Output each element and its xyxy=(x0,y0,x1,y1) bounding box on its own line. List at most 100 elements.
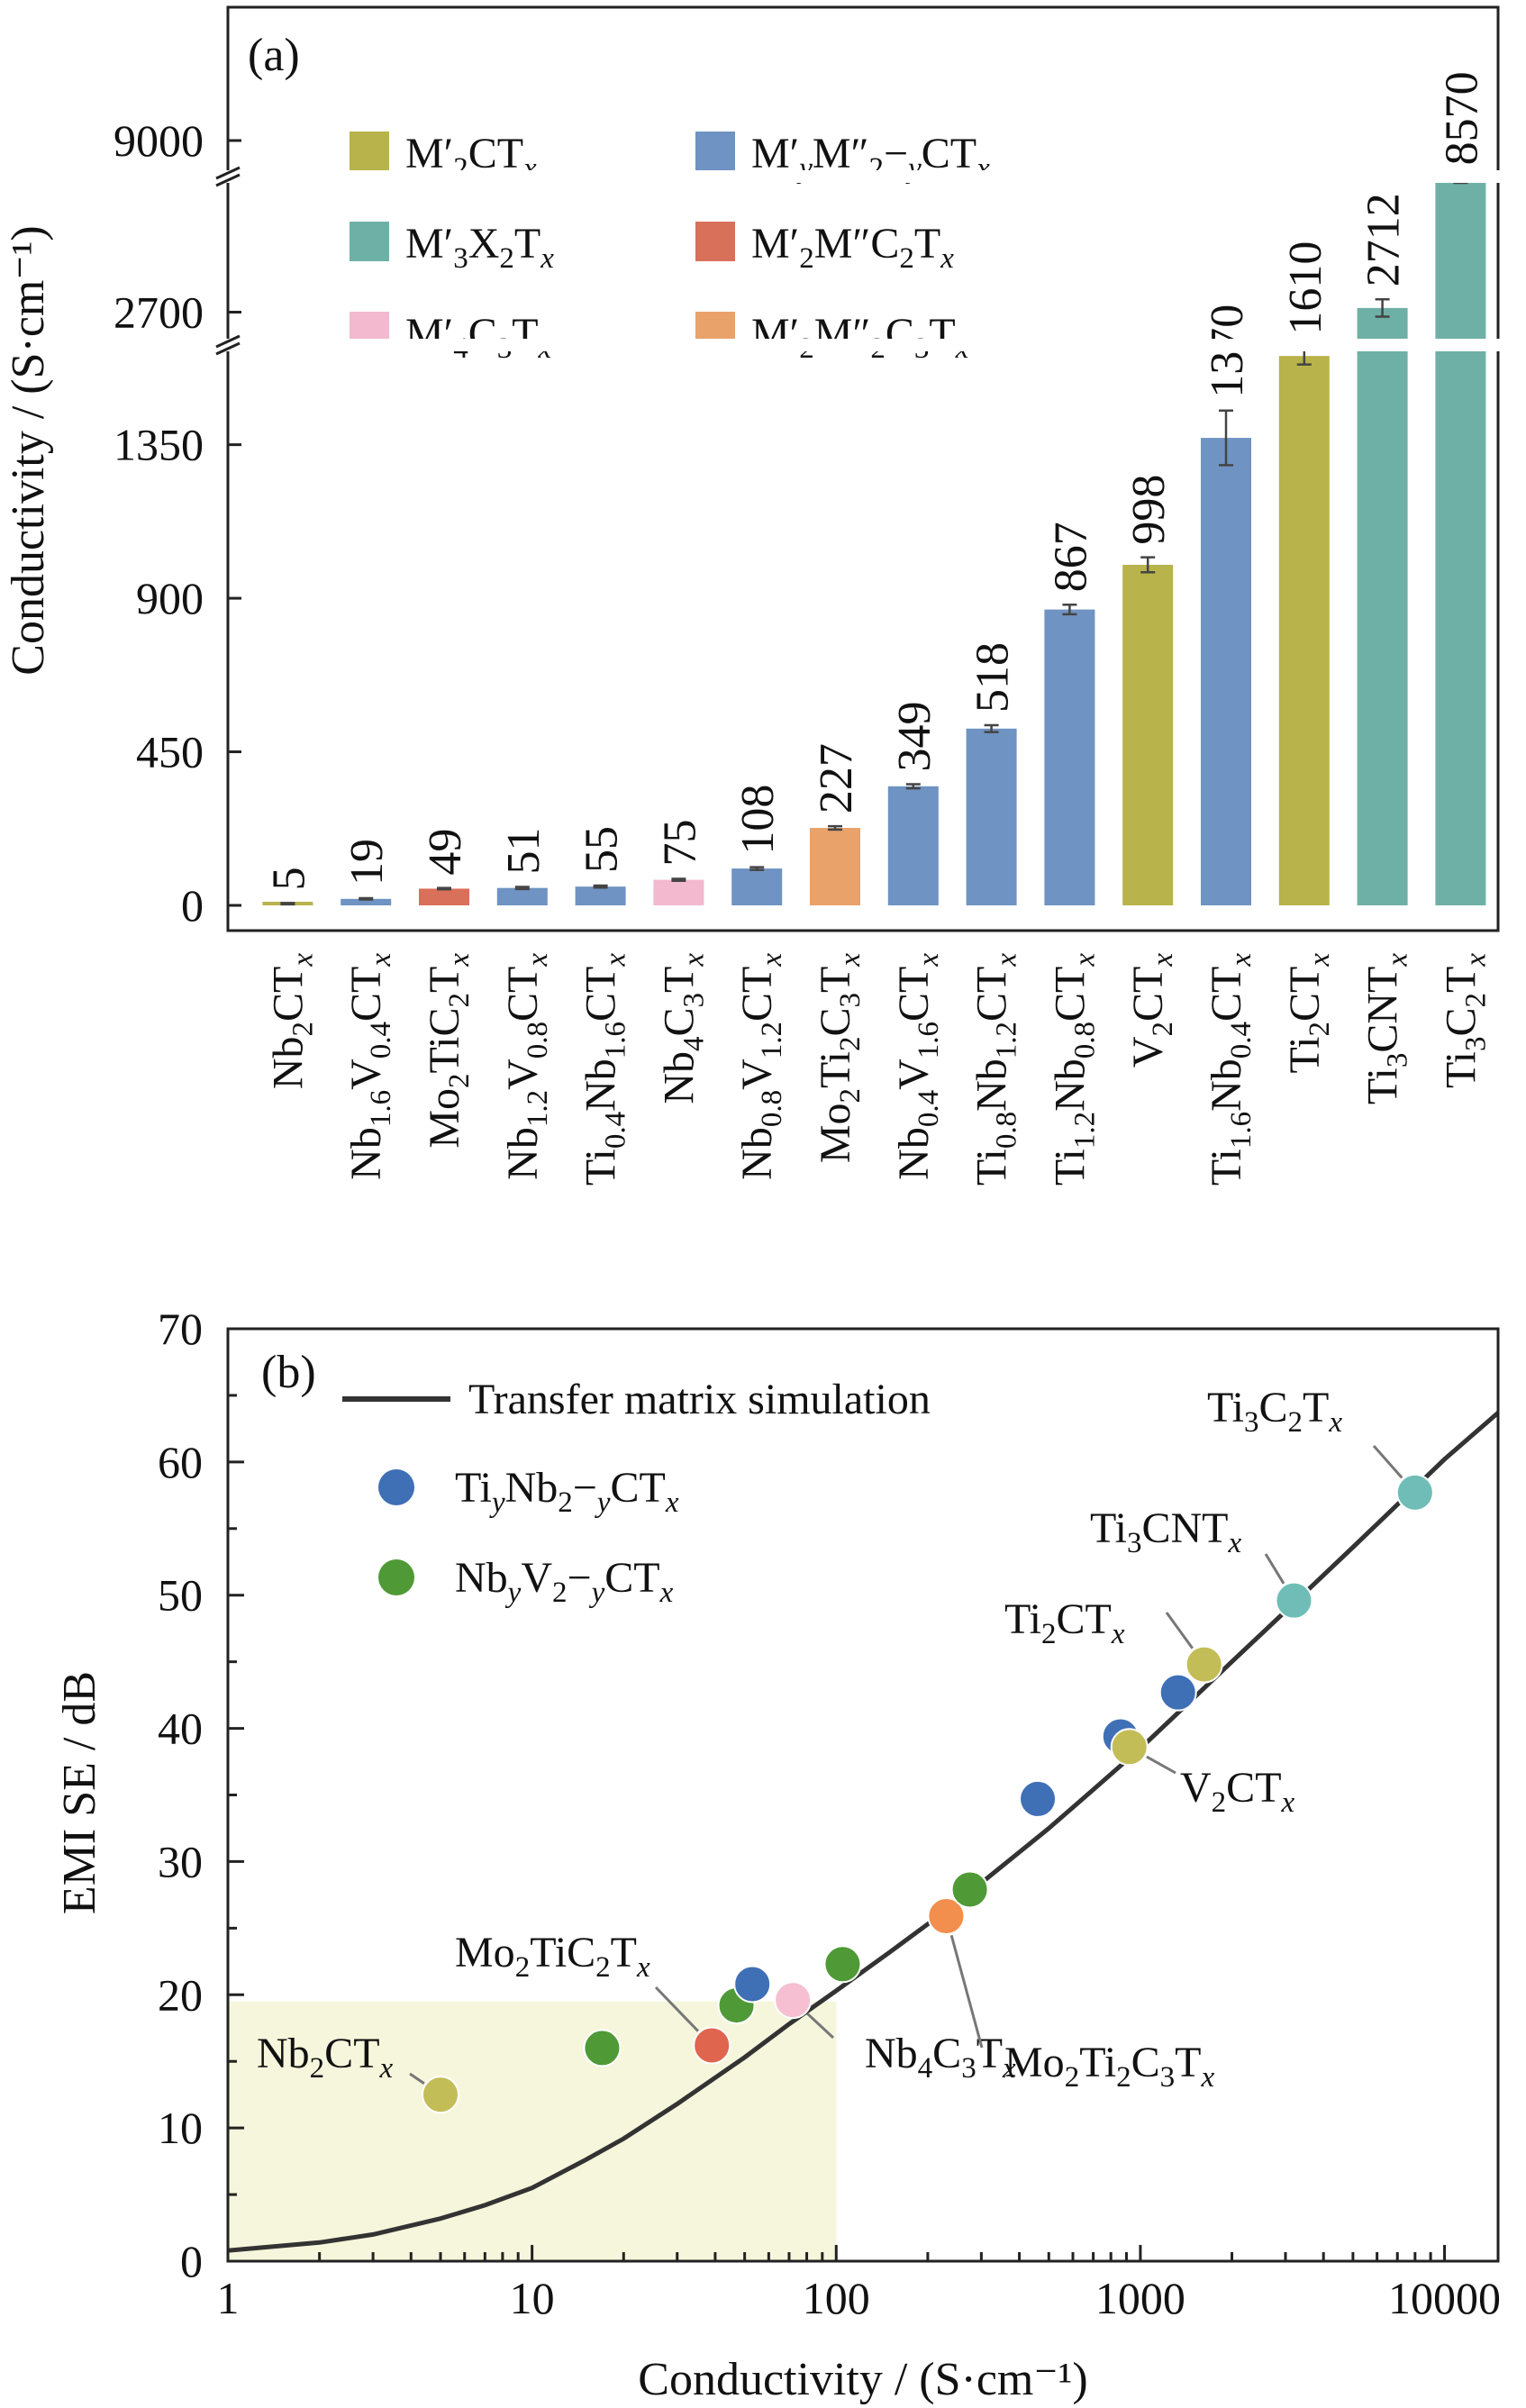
panel-b-x-axis-title: Conductivity / (S·cm⁻¹) xyxy=(638,2354,1087,2405)
category-label: Mo2Ti2C3Tx xyxy=(812,953,867,1164)
category-label: Ti0.4Nb1.6CTx xyxy=(577,953,632,1186)
data-point xyxy=(823,1945,862,1984)
bar-Mo2Ti2C3Tx xyxy=(810,828,860,905)
panel-a-y-axis: 0 450 900 1350 2700 9000 xyxy=(114,115,241,931)
annotation-label: Nb2CTx xyxy=(257,2030,394,2085)
y-tick-label: 10 xyxy=(158,2103,203,2153)
data-point xyxy=(1158,1673,1197,1712)
category-label: Nb1.6V0.4CTx xyxy=(342,953,397,1180)
annotation-label: Mo2Ti2C3Tx xyxy=(1004,2039,1215,2094)
bar-Ti0.8Nb1.2CTx xyxy=(966,728,1017,905)
value-label-55: 55 xyxy=(577,826,628,873)
panel-a-value-labels: 5194951557510822734951886799813701610271… xyxy=(263,71,1487,890)
annotation-leader xyxy=(1372,1445,1403,1479)
annotation-leader xyxy=(654,1985,700,2032)
break-gap xyxy=(216,339,1504,351)
data-point xyxy=(583,2029,622,2067)
category-label: Ti1.6Nb0.4CTx xyxy=(1203,953,1258,1186)
break-mark xyxy=(215,341,241,356)
legend-label: NbyV2−yCTx xyxy=(455,1554,674,1609)
value-label-75: 75 xyxy=(654,819,705,866)
panel-a-axis-breaks xyxy=(215,166,1504,356)
legend-swatch xyxy=(695,222,735,261)
value-label-108: 108 xyxy=(732,785,784,855)
data-point xyxy=(733,1965,772,2004)
category-label: Nb0.4V1.6CTx xyxy=(890,953,945,1180)
data-point xyxy=(421,2076,459,2114)
annotation-label: Ti3C2Tx xyxy=(1207,1384,1342,1439)
legend-label: TiyNb2−yCTx xyxy=(455,1464,679,1519)
legend-label: M′4C3Tx xyxy=(405,310,552,365)
legend-label: M′2M″C2Tx xyxy=(751,220,954,275)
annotation-label: Nb4C3Tx xyxy=(865,2030,1016,2085)
y-tick-label: 900 xyxy=(136,573,204,623)
category-label: Ti1.2Nb0.8CTx xyxy=(1046,953,1101,1186)
x-tick-label: 10000 xyxy=(1388,2273,1501,2323)
bar-Nb0.4V1.6CTx xyxy=(887,786,939,905)
data-point xyxy=(774,1981,813,2020)
category-label: Nb1.2V0.8CTx xyxy=(499,953,554,1180)
y-tick-label: 50 xyxy=(158,1570,203,1621)
category-label: Ti0.8Nb1.2CTx xyxy=(968,953,1023,1186)
value-label-49: 49 xyxy=(420,829,471,876)
x-tick-label: 1 xyxy=(217,2273,240,2323)
panel-a-bars xyxy=(262,180,1486,906)
value-label-19: 19 xyxy=(341,839,393,886)
y-tick-label: 9000 xyxy=(114,115,204,166)
category-label: Nb2CTx xyxy=(264,953,319,1090)
category-label: Ti3CNTx xyxy=(1359,953,1414,1104)
data-point xyxy=(1395,1473,1434,1512)
y-tick-label: 450 xyxy=(136,727,204,777)
value-label-5: 5 xyxy=(263,867,314,890)
panel-a-label: (a) xyxy=(248,30,300,81)
category-label: Ti2CTx xyxy=(1281,953,1336,1074)
break-mark xyxy=(215,334,241,349)
break-mark xyxy=(215,166,241,180)
panel-a-x-axis: Nb2CTx Nb1.6V0.4CTx Mo2TiC2Tx Nb1.2V0.8CTx T… xyxy=(264,953,1492,1186)
bar-Nb0.8V1.2CTx xyxy=(731,868,783,905)
value-label-2712: 2712 xyxy=(1358,193,1410,286)
legend-label: M′2M″2C3Tx xyxy=(751,310,969,365)
highlight-region xyxy=(228,2001,837,2261)
y-tick-label: 70 xyxy=(158,1304,203,1354)
bar-Ti1.6Nb0.4CTx xyxy=(1201,438,1251,905)
break-mark xyxy=(215,173,241,187)
panel-b-points xyxy=(421,1473,1434,2114)
bar-Nb4C3Tx xyxy=(653,879,704,905)
category-label: V2CTx xyxy=(1124,953,1179,1068)
annotation-label: Ti2CTx xyxy=(1004,1595,1125,1650)
panel-a-bar-chart: (a) M′2CTxM′3X2TxM′4C3TxM′yM″2−yCTxM′2M″… xyxy=(3,5,1504,1186)
panel-a-frame xyxy=(226,5,1500,932)
panel-a-y-axis-title: Conductivity / (S·cm⁻¹) xyxy=(3,225,54,675)
x-tick-label: 100 xyxy=(803,2273,870,2323)
value-label-349: 349 xyxy=(889,702,940,772)
legend-swatch xyxy=(350,132,389,171)
bar-Nb1.2V0.8CTx xyxy=(496,887,548,905)
y-tick-label: 2700 xyxy=(114,287,204,338)
bar-Ti1.2Nb0.8CTx xyxy=(1044,609,1095,905)
bar-V2CTx xyxy=(1122,564,1174,905)
y-tick-label: 0 xyxy=(181,880,204,931)
category-label: Ti3C2Tx xyxy=(1437,953,1492,1088)
annotation-label: Mo2TiC2Tx xyxy=(455,1929,650,1984)
annotation-label: Ti3CNTx xyxy=(1090,1504,1241,1559)
value-label-518: 518 xyxy=(967,642,1019,713)
annotation-leader xyxy=(806,2013,835,2040)
bar-Mo2TiC2Tx xyxy=(419,888,469,905)
bar-Ti3CNTx xyxy=(1357,307,1408,905)
panel-b-highlight-region xyxy=(228,2001,837,2261)
y-tick-label: 20 xyxy=(158,1969,203,2020)
legend-label: Transfer matrix simulation xyxy=(468,1376,931,1423)
data-point xyxy=(927,1897,966,1936)
y-tick-label: 0 xyxy=(180,2236,203,2286)
y-tick-label: 1350 xyxy=(114,420,204,470)
y-tick-label: 60 xyxy=(158,1437,203,1487)
legend-marker xyxy=(378,1469,414,1505)
category-label: Mo2TiC2Tx xyxy=(421,953,476,1149)
category-label: Nb0.8V1.2CTx xyxy=(733,953,788,1180)
annotation-leader xyxy=(949,1934,984,2049)
y-tick-label: 30 xyxy=(158,1836,203,1886)
panel-b-frame xyxy=(226,1327,1500,2263)
